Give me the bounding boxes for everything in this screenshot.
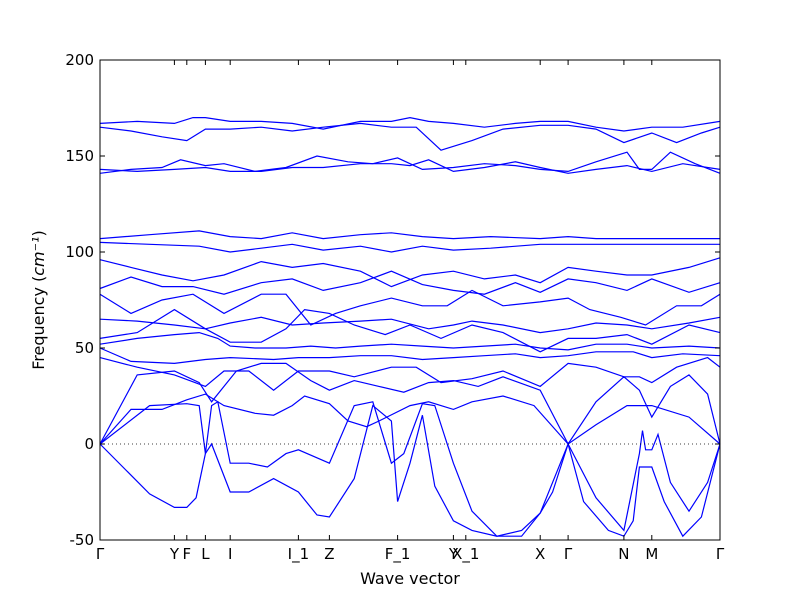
y-axis-label: Frequency (cm⁻¹) [29, 230, 48, 369]
band-line-6 [99, 347, 721, 365]
y-tick-label: 50 [75, 339, 94, 357]
bands-layer [99, 116, 721, 538]
band-line-8 [99, 308, 721, 353]
k-point-label: Y [448, 545, 459, 563]
band-line-14 [99, 230, 720, 240]
band-line-1 [99, 404, 721, 538]
k-point-label: L [201, 545, 210, 563]
y-tick-label: -50 [70, 531, 95, 549]
k-point-label: Y [169, 545, 180, 563]
k-point-label: I [228, 545, 232, 563]
band-line-17 [99, 122, 721, 151]
band-line-3 [99, 362, 721, 446]
y-tick-label: 0 [84, 435, 94, 453]
k-point-label: X_1 [452, 545, 479, 564]
k-point-label: Γ [96, 545, 105, 563]
k-point-label: F_1 [385, 545, 411, 564]
k-point-label: Z [324, 545, 334, 563]
band-line-15 [99, 151, 721, 174]
k-point-label: F [182, 545, 191, 563]
band-line-5 [99, 356, 721, 391]
band-line-9 [99, 316, 721, 334]
band-line-2 [99, 400, 721, 537]
k-point-label: M [645, 545, 658, 563]
plot-frame [99, 59, 721, 541]
x-axis-label: Wave vector [360, 569, 460, 588]
k-point-label: Γ [716, 545, 725, 563]
band-line-10 [99, 289, 721, 326]
y-axis-unit: cm⁻¹ [29, 237, 48, 276]
k-point-label: Γ [564, 545, 573, 563]
k-point-label: X [535, 545, 545, 563]
k-point-label: I_1 [288, 545, 309, 564]
band-line-7 [99, 331, 721, 351]
y-tick-label: 100 [65, 243, 94, 261]
band-line-16 [99, 159, 721, 174]
y-axis-label-text: Frequency [29, 287, 48, 370]
band-line-12 [99, 257, 721, 288]
k-point-label: N [618, 545, 629, 563]
band-line-18 [99, 116, 721, 132]
band-line-4 [99, 393, 721, 445]
band-line-11 [99, 270, 721, 295]
band-line-13 [99, 241, 720, 253]
y-tick-label: 150 [65, 147, 94, 165]
y-tick-label: 200 [65, 51, 94, 69]
